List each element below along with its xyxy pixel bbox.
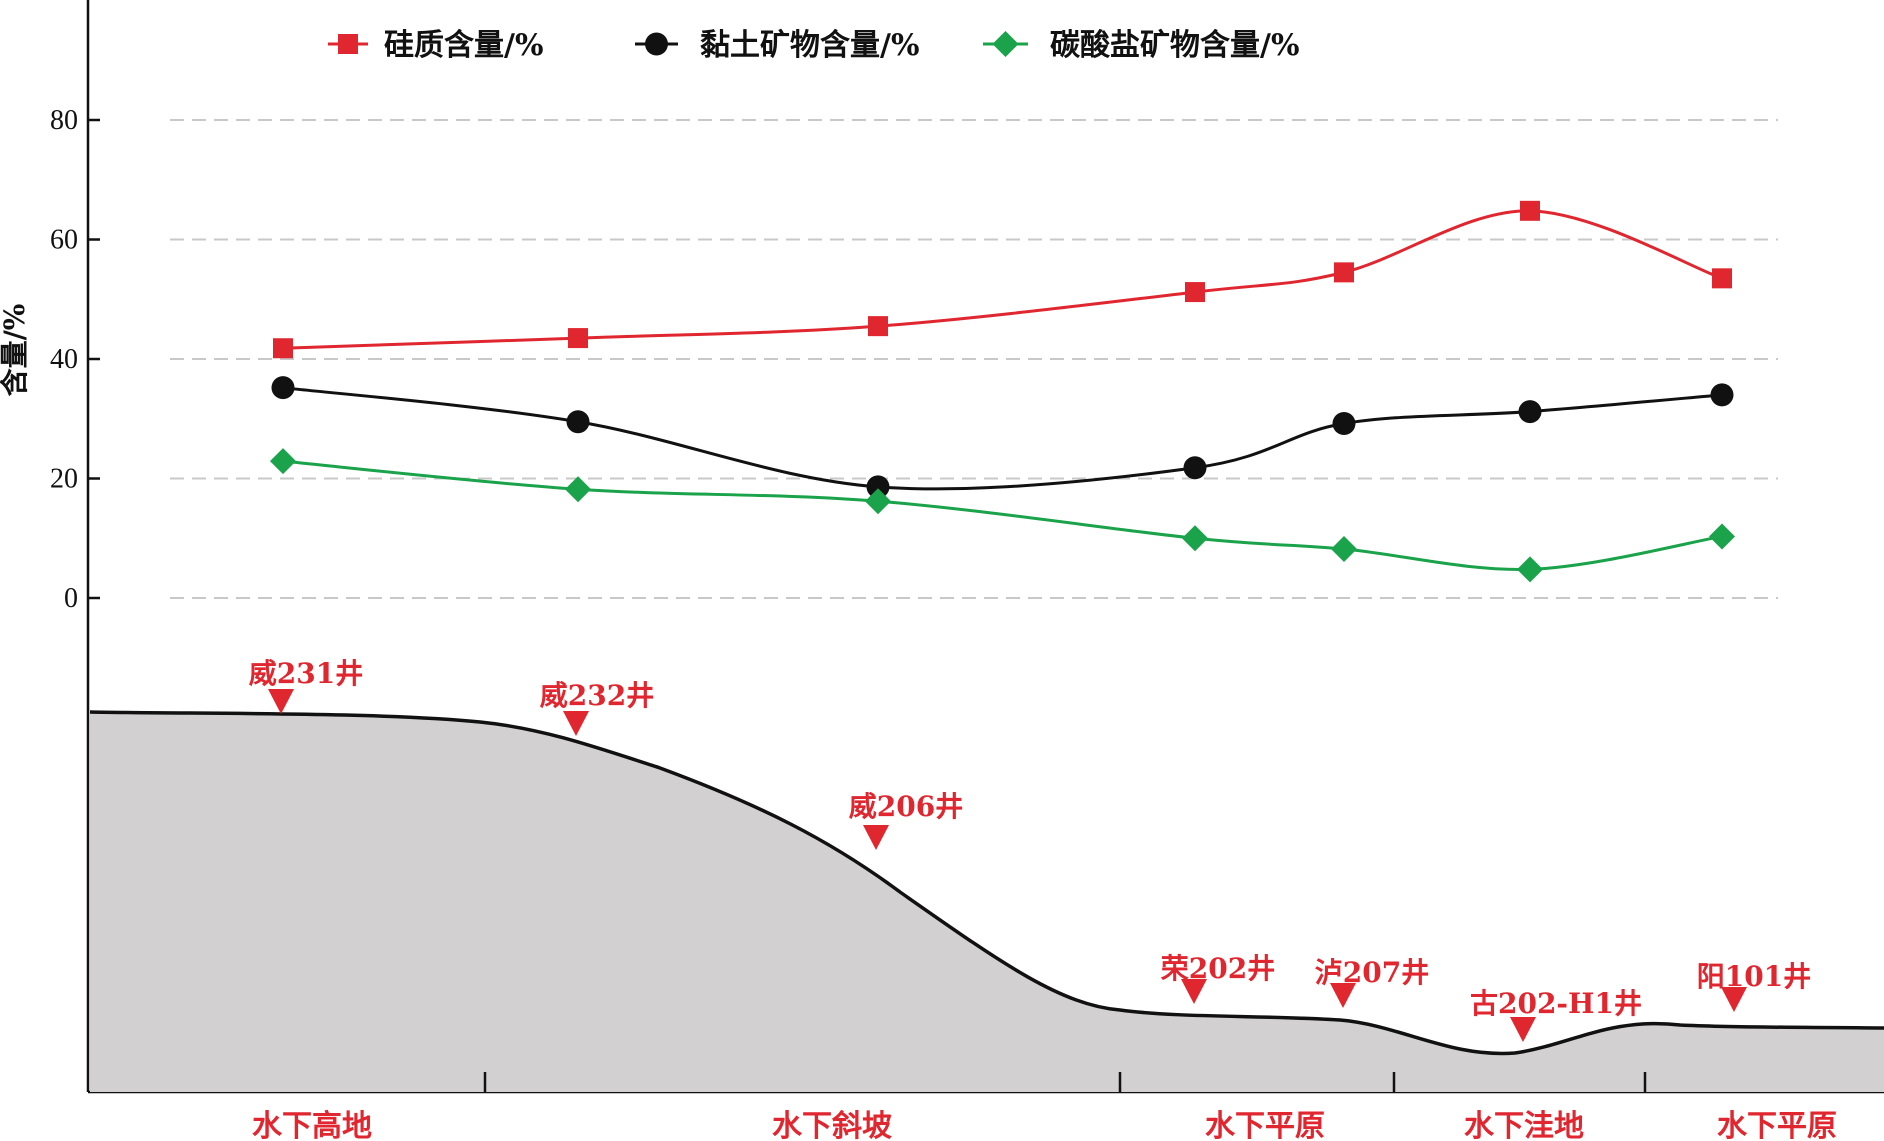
series-3: [270, 448, 1735, 583]
well-marker-triangle: [563, 711, 589, 736]
data-point: [271, 376, 295, 400]
data-point: [1334, 262, 1354, 283]
well-marker-triangle: [1721, 987, 1747, 1012]
terrain-profile-fill: [90, 712, 1884, 1092]
y-axis-title: 含量/%: [0, 304, 31, 397]
zone-layer: 水下高地 水下斜坡 水下平原 水下洼地 水下平原: [252, 1072, 1837, 1141]
well-label: 荣202井: [1161, 952, 1275, 985]
well-marker-triangle: [1510, 1017, 1536, 1042]
well-marker-triangle: [268, 689, 294, 714]
legend-item: 黏土矿物含量/%: [635, 28, 919, 63]
data-point: [1183, 456, 1207, 480]
data-point: [1709, 523, 1735, 550]
data-point: [1518, 400, 1542, 424]
well-label: 威232井: [540, 679, 654, 712]
legend: 硅质含量/% 黏土矿物含量/% 碳酸盐矿物含量/%: [328, 28, 1299, 63]
zone-label: 水下斜坡: [772, 1109, 892, 1141]
data-point: [566, 410, 590, 434]
series-line: [282, 386, 1723, 491]
data-point: [273, 338, 293, 359]
well-marker: 泸207井: [1315, 956, 1429, 1008]
series-line: [282, 209, 1723, 350]
well-marker: 威232井: [540, 679, 654, 736]
data-point: [1517, 556, 1543, 583]
legend-marker: [338, 34, 358, 54]
zone-label: 水下洼地: [1464, 1109, 1584, 1141]
series-1: [273, 200, 1732, 359]
data-point: [1520, 200, 1540, 221]
y-tick-label: 20: [50, 464, 78, 495]
data-point: [866, 475, 890, 499]
legend-label: 硅质含量/%: [384, 28, 543, 63]
legend-marker: [645, 32, 668, 56]
legend-label: 碳酸盐矿物含量/%: [1050, 28, 1299, 63]
well-label: 古202-H1井: [1470, 987, 1642, 1020]
data-point: [865, 488, 891, 515]
y-tick-layer: 0 20 40 60 80: [50, 105, 100, 614]
y-tick-label: 0: [64, 583, 78, 614]
data-point: [568, 328, 588, 349]
grid-layer: [170, 119, 1778, 599]
y-tick-label: 80: [50, 105, 78, 136]
data-point: [868, 316, 888, 337]
well-label: 威231井: [249, 657, 363, 690]
series-layer: [270, 200, 1735, 583]
well-marker: 威231井: [249, 657, 363, 714]
data-point: [270, 448, 296, 475]
data-point: [1332, 412, 1356, 436]
well-marker-triangle: [1181, 979, 1207, 1004]
well-label: 阳101井: [1697, 960, 1811, 993]
y-tick-label: 40: [50, 344, 78, 375]
zone-label: 水下高地: [252, 1109, 372, 1141]
y-tick-label: 60: [50, 225, 78, 256]
data-point: [1185, 282, 1205, 303]
well-marker: 威206井: [849, 790, 963, 850]
zone-label: 水下平原: [1717, 1109, 1837, 1141]
well-marker: 阳101井: [1697, 960, 1811, 1012]
legend-marker: [992, 31, 1019, 57]
legend-item: 硅质含量/%: [328, 28, 543, 63]
data-point: [1710, 383, 1734, 407]
well-label: 威206井: [849, 790, 963, 823]
series-2: [271, 376, 1734, 499]
data-point: [1182, 525, 1208, 552]
data-point: [1331, 536, 1357, 563]
data-point: [565, 476, 591, 503]
series-line: [282, 459, 1723, 571]
legend-label: 黏土矿物含量/%: [700, 28, 919, 63]
well-marker: 荣202井: [1161, 952, 1275, 1004]
data-point: [1712, 268, 1732, 289]
legend-item: 碳酸盐矿物含量/%: [983, 28, 1299, 63]
well-marker-triangle: [1330, 983, 1356, 1008]
zone-label: 水下平原: [1205, 1109, 1325, 1141]
well-marker: 古202-H1井: [1470, 987, 1642, 1042]
terrain-profile-line: [89, 710, 1884, 1056]
well-marker-triangle: [863, 825, 889, 850]
